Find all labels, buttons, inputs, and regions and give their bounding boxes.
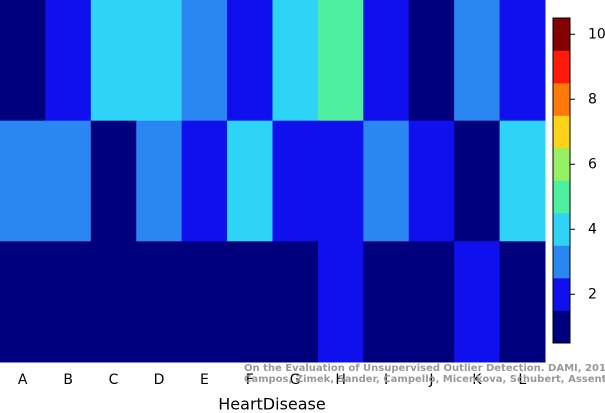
colorbar-tick-label: 4 — [588, 221, 597, 237]
x-tick-label: F — [246, 372, 254, 388]
heatmap-cell — [499, 241, 546, 363]
heatmap-cell — [0, 241, 46, 363]
x-tick-label: K — [472, 372, 482, 388]
heatmap-cell — [90, 0, 137, 122]
heatmap-cell — [317, 120, 364, 242]
heatmap-cell — [45, 241, 92, 363]
colorbar-tick-label: 2 — [588, 286, 597, 302]
heatmap-cell — [0, 120, 46, 242]
x-tick-label: J — [428, 372, 433, 388]
x-tick-label: B — [63, 372, 73, 388]
colorbar-bin — [553, 50, 570, 84]
annotation: On the Evaluation of Unsupervised Outlie… — [244, 363, 605, 374]
heatmap-cell — [0, 0, 46, 122]
colorbar-bin — [553, 83, 570, 116]
heatmap-cell — [363, 241, 410, 363]
x-tick-label: A — [18, 372, 28, 388]
heatmap-cell — [454, 0, 501, 122]
heatmap-cell — [317, 241, 364, 363]
x-tick-label: L — [518, 372, 526, 388]
colorbar-bin — [553, 115, 570, 149]
heatmap-cell — [408, 0, 455, 122]
colorbar-tick-label: 6 — [588, 156, 597, 172]
heatmap-cell — [272, 241, 319, 363]
heatmap-cell — [90, 241, 137, 363]
heatmap-cell — [45, 0, 92, 122]
colorbar-bin — [553, 213, 570, 246]
heatmap-cell — [408, 120, 455, 242]
heatmap-cell — [499, 0, 546, 122]
heatmap-cell — [272, 0, 319, 122]
heatmap-cell — [136, 0, 183, 122]
heatmap-cell — [272, 120, 319, 242]
colorbar-tick-label: 10 — [588, 26, 605, 42]
heatmap-cell — [181, 0, 228, 122]
colorbar-bin — [553, 148, 570, 181]
heatmap-cell — [363, 120, 410, 242]
colorbar-bin — [553, 278, 570, 311]
heatmap-cell — [136, 120, 183, 242]
heatmap-cell — [227, 120, 273, 242]
colorbar-frame — [552, 17, 571, 344]
colorbar-bin — [553, 180, 570, 214]
heatmap-cell — [90, 120, 137, 242]
x-tick-label: G — [290, 372, 301, 388]
heatmap-cell — [181, 241, 228, 363]
heatmap-cell — [227, 0, 273, 122]
heatmap-cell — [454, 241, 501, 363]
colorbar-tick-label: 8 — [588, 91, 597, 107]
x-tick-label: D — [154, 372, 165, 388]
heatmap-cell — [499, 120, 546, 242]
x-axis-label: HeartDisease — [218, 395, 325, 413]
heatmap-cell — [181, 120, 228, 242]
x-tick-label: C — [109, 372, 119, 388]
heatmap-cell — [363, 0, 410, 122]
heatmap-cell — [45, 120, 92, 242]
x-tick-label: E — [200, 372, 209, 388]
x-tick-label: I — [384, 372, 388, 388]
colorbar-bin — [553, 18, 570, 51]
heatmap-cell — [454, 120, 501, 242]
heatmap-cell — [227, 241, 273, 363]
heatmap-cell — [317, 0, 364, 122]
heatmap-cell — [136, 241, 183, 363]
colorbar-bin — [553, 245, 570, 279]
heatmap-cell — [408, 241, 455, 363]
x-tick-label: H — [335, 372, 346, 388]
annotation: Campos, Zimek, Sander, Campello, Micenko… — [244, 374, 605, 385]
colorbar-bin — [553, 310, 570, 344]
